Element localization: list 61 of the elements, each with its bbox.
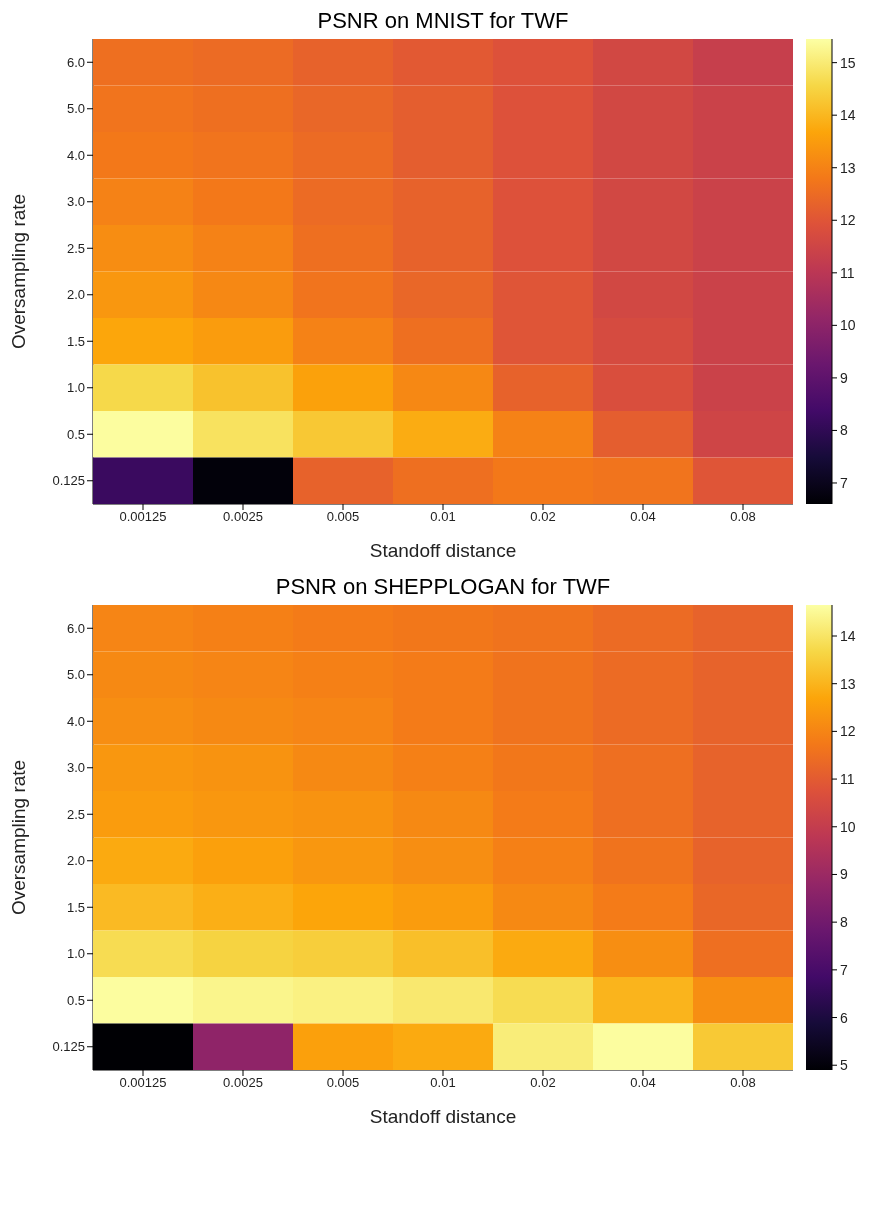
x-tick-label: 0.01 [430, 509, 456, 525]
y-tick-label: 2.0 [66, 287, 85, 303]
color-bar-label: 6 [840, 1009, 848, 1026]
y-tick-label: 1.0 [66, 946, 85, 962]
color-bar-label: 14 [840, 628, 856, 644]
y-tick-label: 3.0 [66, 760, 85, 776]
y-tick-label: 2.5 [66, 240, 85, 256]
color-bar-label: 14 [840, 107, 856, 124]
y-tick-label: 0.125 [52, 1039, 85, 1055]
y-tick-label: 4.0 [66, 147, 85, 163]
color-bar-label: 10 [840, 818, 856, 835]
y-tick-label: 6.0 [66, 54, 85, 70]
y-tick-label: 2.5 [66, 806, 85, 822]
color-bar-label: 11 [840, 264, 855, 281]
y-axis-title: Oversampling rate [7, 759, 29, 916]
color-bar-label: 8 [840, 914, 848, 931]
x-tick-label: 0.02 [530, 1075, 556, 1091]
colorbar: 7 8 9 10 11 12 13 14 15 [798, 34, 868, 564]
y-tick-label: 0.5 [66, 992, 85, 1008]
y-tick-label: 2.0 [66, 853, 85, 869]
chart-title: PSNR on MNIST for TWF [316, 8, 570, 34]
color-bar-label: 12 [840, 212, 856, 229]
x-tick-label: 0.00125 [119, 1075, 167, 1091]
x-tick-label: 0.02 [530, 509, 556, 525]
color-bar-label: 8 [840, 422, 848, 439]
y-tick-label: 1.5 [66, 333, 85, 349]
x-tick-label: 0.08 [730, 1075, 756, 1091]
y-tick-label: 0.125 [52, 473, 85, 489]
x-axis-title: Standoff distance [369, 540, 517, 561]
x-tick-label: 0.0025 [223, 509, 263, 525]
y-tick-label: 5.0 [66, 667, 85, 683]
y-tick-label: 1.5 [66, 899, 85, 915]
color-bar-label: 9 [840, 866, 848, 883]
x-tick-label: 0.00125 [119, 509, 167, 525]
color-bar-label: 13 [840, 159, 856, 176]
colorbar: 5 6 7 8 9 10 11 12 13 14 [798, 600, 868, 1130]
x-tick-label: 0.0025 [223, 1075, 263, 1091]
y-tick-label: 1.0 [66, 380, 85, 396]
x-axis-title: Standoff distance [369, 1106, 517, 1127]
color-bar-label: 9 [840, 369, 848, 386]
color-bar-label: 12 [840, 723, 856, 740]
color-bar-label: 7 [840, 474, 848, 491]
x-tick-label: 0.005 [326, 1075, 360, 1091]
color-bar-label: 15 [840, 54, 856, 71]
color-bar-label: 11 [840, 771, 855, 788]
y-tick-label: 3.0 [66, 194, 85, 210]
y-tick-label: 4.0 [66, 713, 85, 729]
color-bar-label: 5 [840, 1057, 848, 1074]
color-bar-label: 10 [840, 317, 856, 334]
x-tick-label: 0.04 [630, 509, 656, 525]
x-tick-label: 0.005 [326, 509, 360, 525]
y-tick-label: 6.0 [66, 620, 85, 636]
color-bar-label: 7 [840, 961, 848, 978]
y-axis-title: Oversampling rate [7, 193, 29, 350]
y-tick-label: 5.0 [66, 101, 85, 117]
x-tick-label: 0.04 [630, 1075, 656, 1091]
x-tick-label: 0.01 [430, 1075, 456, 1091]
y-tick-label: 0.5 [66, 426, 85, 442]
chart-title: PSNR on SHEPPLOGAN for TWF [274, 574, 612, 600]
x-tick-label: 0.08 [730, 509, 756, 525]
color-bar-label: 13 [840, 675, 856, 692]
